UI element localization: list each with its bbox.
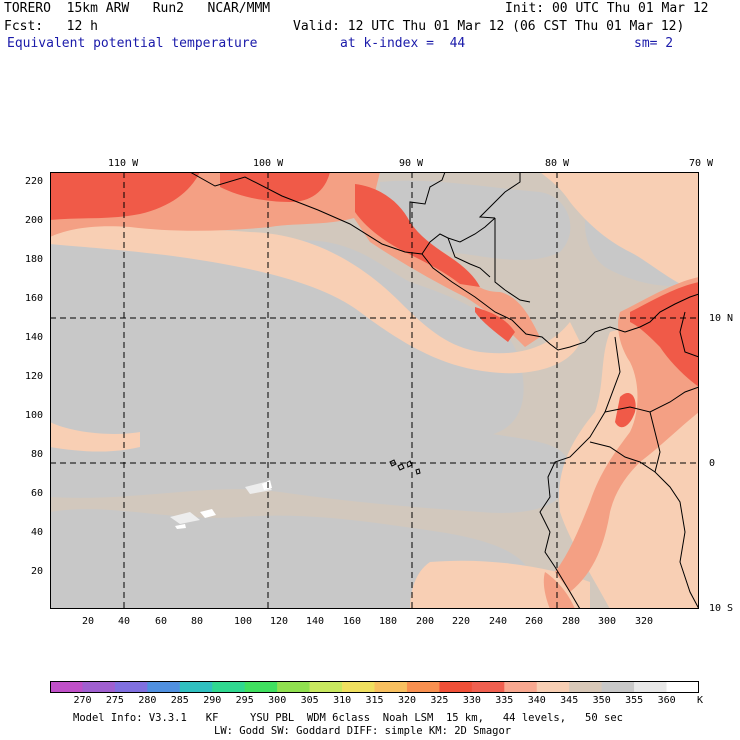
grid-y-tick: 100 <box>25 410 44 421</box>
field-name: Equivalent potential temperature <box>7 36 258 51</box>
colorbar-swatch <box>666 681 699 693</box>
colorbar-label: 335 <box>495 695 514 706</box>
lon-tick: 80 W <box>545 158 570 169</box>
colorbar-label: 300 <box>268 695 287 706</box>
lon-tick: 90 W <box>399 158 424 169</box>
grid-x-tick: 80 <box>191 616 204 627</box>
lat-tick: 10 N <box>709 313 734 324</box>
colorbar-swatch <box>309 681 343 693</box>
colorbar-swatch <box>406 681 440 693</box>
colorbar-swatch <box>569 681 602 693</box>
colorbar-label: 315 <box>365 695 384 706</box>
model-info: Model Info: V3.3.1 KF YSU PBL WDM 6class… <box>73 712 623 724</box>
colorbar-swatch <box>439 681 473 693</box>
grid-y-tick: 60 <box>31 488 44 499</box>
grid-y-tick: 180 <box>25 254 44 265</box>
colorbar-label: 310 <box>333 695 352 706</box>
colorbar-label: 320 <box>397 695 417 706</box>
colorbar-swatch <box>277 681 310 693</box>
lon-tick: 110 W <box>108 158 139 169</box>
grid-y-tick: 220 <box>25 176 44 187</box>
grid-x-tick: 100 <box>234 616 253 627</box>
colorbar-label: 290 <box>203 695 222 706</box>
colorbar-swatch <box>147 681 181 693</box>
colorbar-swatch <box>114 681 148 693</box>
grid-x-tick: 40 <box>118 616 131 627</box>
colorbar-swatch <box>374 681 408 693</box>
colorbar-label: 360 <box>657 695 676 706</box>
physics-info: LW: Godd SW: Goddard DIFF: simple KM: 2D… <box>214 725 512 737</box>
grid-x-tick: 160 <box>343 616 362 627</box>
colorbar-swatch <box>601 681 635 693</box>
colorbar-swatch <box>536 681 570 693</box>
colorbar-swatch <box>82 681 116 693</box>
graticule <box>50 172 699 609</box>
grid-x-tick: 140 <box>306 616 325 627</box>
coastlines <box>189 172 699 609</box>
lat-tick: 0 <box>709 458 716 469</box>
grid-x-tick: 200 <box>416 616 435 627</box>
theta-e-map <box>50 172 699 609</box>
colorbar-swatch <box>634 681 667 693</box>
colorbar-label: 325 <box>430 695 449 706</box>
colorbar-label: 330 <box>462 695 481 706</box>
map-frame <box>50 172 699 609</box>
grid-x-tick: 280 <box>562 616 581 627</box>
grid-x-tick: 120 <box>270 616 289 627</box>
colorbar-label: 285 <box>170 695 189 706</box>
colorbar-swatch <box>342 681 375 693</box>
grid-x-tick: 60 <box>155 616 168 627</box>
grid-x-tick: 220 <box>452 616 471 627</box>
grid-y-tick: 120 <box>25 371 44 382</box>
grid-y-tick: 80 <box>31 449 44 460</box>
colorbar-swatch <box>50 681 83 693</box>
model-title: TORERO 15km ARW Run2 NCAR/MMM <box>4 1 271 16</box>
colorbar-label: 280 <box>138 695 157 706</box>
colorbar-swatch <box>212 681 245 693</box>
init-time: Init: 00 UTC Thu 01 Mar 12 <box>505 1 709 16</box>
grid-x-tick: 240 <box>489 616 508 627</box>
grid-y-tick: 40 <box>31 527 44 538</box>
valid-time: Valid: 12 UTC Thu 01 Mar 12 (06 CST Thu … <box>293 19 685 34</box>
grid-x-tick: 180 <box>379 616 398 627</box>
grid-y-tick: 200 <box>25 215 44 226</box>
white-patches <box>175 480 272 529</box>
level-info: at k-index = 44 <box>340 36 466 51</box>
colorbar-swatch <box>179 681 213 693</box>
grid-y-tick: 160 <box>25 293 44 304</box>
colorbar-label: 350 <box>592 695 611 706</box>
colorbar-label: 305 <box>300 695 319 706</box>
colorbar <box>50 681 699 693</box>
colorbar-label: 295 <box>235 695 254 706</box>
grid-x-tick: 20 <box>82 616 95 627</box>
lon-tick: 100 W <box>253 158 284 169</box>
grid-y-tick: 20 <box>31 566 44 577</box>
lon-tick: 70 W <box>689 158 714 169</box>
colorbar-swatch <box>244 681 278 693</box>
colorbar-unit: K <box>697 695 704 706</box>
colorbar-frame <box>50 681 699 693</box>
smoothing-info: sm= 2 <box>634 36 674 51</box>
colorbar-label: 355 <box>625 695 644 706</box>
lat-tick: 10 S <box>709 603 734 614</box>
colorbar-label: 275 <box>105 695 124 706</box>
colorbar-label: 345 <box>560 695 579 706</box>
forecast-hour: Fcst: 12 h <box>4 19 98 34</box>
red-fields <box>50 172 699 428</box>
colorbar-swatch <box>471 681 505 693</box>
grid-x-tick: 320 <box>635 616 654 627</box>
grid-x-tick: 300 <box>598 616 617 627</box>
grid-x-tick: 260 <box>525 616 544 627</box>
colorbar-label: 270 <box>73 695 92 706</box>
colorbar-swatch <box>504 681 538 693</box>
grid-y-tick: 140 <box>25 332 44 343</box>
colorbar-label: 340 <box>527 695 546 706</box>
